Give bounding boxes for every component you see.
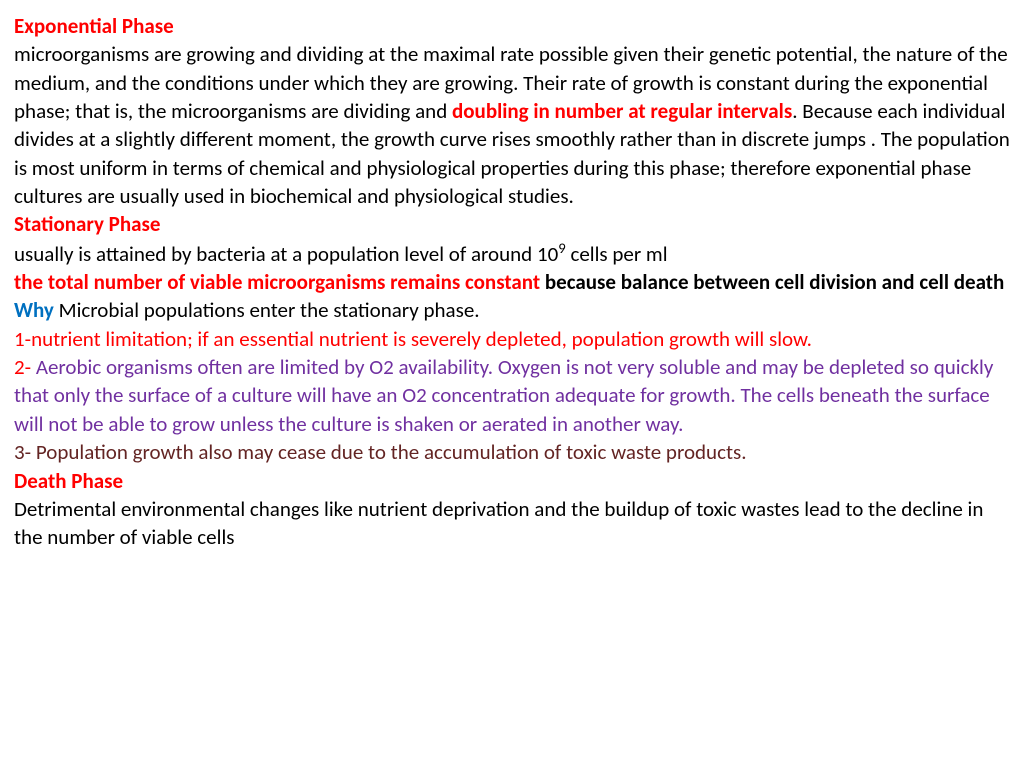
stationary-constant-tail: because balance between cell division an… [540, 269, 1004, 295]
death-body: Detrimental environmental changes like n… [14, 496, 983, 550]
reason-1: 1-nutrient limitation; if an essential n… [14, 326, 812, 352]
why-label: Why [14, 297, 54, 323]
exponential-highlight: doubling in number at regular intervals [452, 98, 792, 124]
reason-2-body: Aerobic organisms often are limited by O… [14, 354, 993, 437]
reason-2-number: 2- [14, 354, 31, 380]
exponential-phase-heading: Exponential Phase [14, 13, 174, 39]
death-phase-heading: Death Phase [14, 468, 123, 494]
stationary-line1-sup: 9 [558, 239, 565, 257]
stationary-line1-post: cells per ml [566, 241, 668, 267]
why-rest: Microbial populations enter the stationa… [54, 297, 480, 323]
reason-3: 3- Population growth also may cease due … [14, 439, 747, 465]
stationary-constant-highlight: the total number of viable microorganism… [14, 269, 540, 295]
stationary-line1-pre: usually is attained by bacteria at a pop… [14, 241, 558, 267]
stationary-phase-heading: Stationary Phase [14, 211, 160, 237]
